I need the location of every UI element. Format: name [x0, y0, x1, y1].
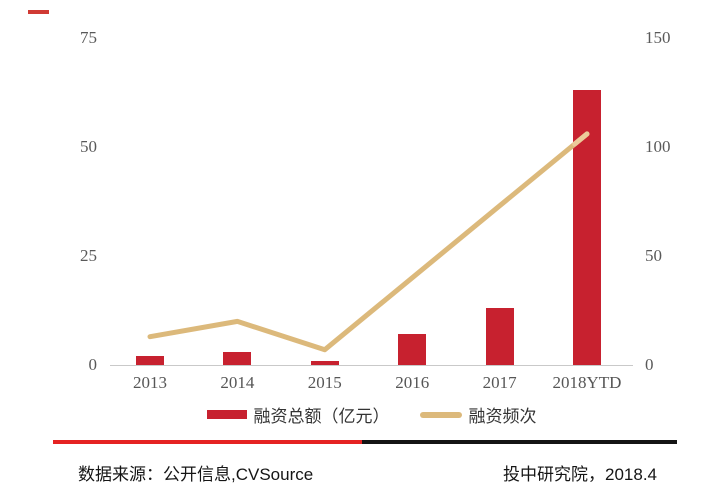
bar-2014: [223, 351, 252, 365]
y-tick-left-50: 50: [80, 137, 97, 156]
legend: 融资总额（亿元） 融资频次: [20, 402, 723, 427]
x-axis-baseline: [110, 365, 633, 366]
line-series-path: [147, 131, 590, 353]
y-tick-right-50: 50: [645, 246, 662, 265]
x-label-2015: 2015: [307, 373, 342, 392]
y-tick-right-150: 150: [645, 28, 671, 47]
x-label-2013: 2013: [133, 373, 167, 392]
y-tick-left-25: 25: [80, 246, 97, 265]
bar-2016: [398, 334, 427, 365]
footer-divider: [53, 440, 677, 444]
divider-black-segment: [362, 440, 677, 444]
footer-org-text: 投中研究院，2018.4: [503, 465, 657, 484]
legend-label: 融资总额（亿元）: [253, 407, 390, 426]
y-tick-left-0: 0: [88, 355, 98, 374]
y-tick-left-75: 75: [80, 28, 97, 47]
y-tick-right-0: 0: [645, 355, 654, 374]
x-label-2016: 2016: [395, 373, 430, 392]
legend-bar-swatch: [206, 410, 247, 419]
bar-2018YTD: [573, 90, 601, 365]
x-label-2017: 2017: [482, 373, 517, 392]
legend-label: 融资频次: [468, 407, 537, 426]
bar-2017: [485, 308, 514, 365]
legend-item-line: 融资频次: [419, 402, 537, 427]
top-left-dash-decoration: [28, 10, 49, 14]
x-label-2018YTD: 2018YTD: [552, 373, 622, 392]
footer-source-text: 数据来源：公开信息,CVSource: [78, 465, 314, 484]
legend-line-swatch: [419, 411, 462, 418]
bar-2013: [136, 356, 164, 365]
y-tick-right-100: 100: [645, 137, 671, 156]
x-label-2014: 2014: [220, 373, 255, 392]
divider-red-segment: [53, 440, 362, 444]
bar-2015: [310, 360, 339, 365]
legend-item-bars: 融资总额（亿元）: [206, 402, 390, 427]
